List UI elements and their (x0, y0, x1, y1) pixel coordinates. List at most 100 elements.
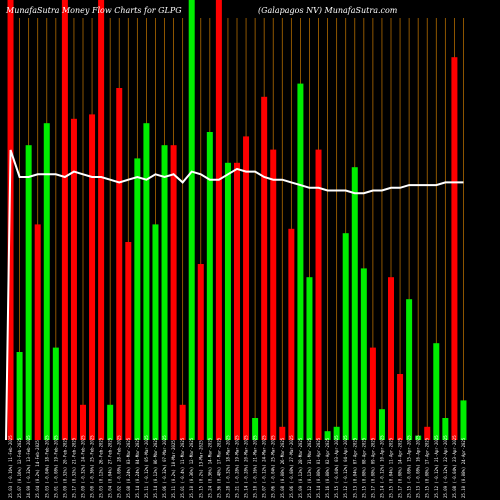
tick-label-31: 25.08 (0.08%) 26-Mar-2025 (280, 437, 285, 498)
tick-label-26: 25.21 (-0.28%) 19-Mar-2025 (235, 435, 240, 498)
bar-15 (134, 158, 141, 440)
bar-22 (197, 264, 204, 440)
bar-41 (369, 347, 376, 440)
bar-35 (315, 149, 322, 440)
bar-42 (378, 409, 385, 440)
tick-label-44: 25.17 (0.08%) 14-Apr-2025 (398, 437, 403, 498)
bar-38 (342, 233, 349, 440)
tick-label-21: 25.10 (0.36%) 12-Mar-2025 (189, 437, 194, 498)
tick-label-22: 25.15 (0.2%) 13-Mar-2025 (198, 440, 203, 498)
tick-label-42: 25.14 (-0.12%) 10-Apr-2025 (379, 435, 384, 498)
bar-27 (243, 136, 250, 440)
tick-label-14: 25.08 (0.24%) 03-Mar-2025 (126, 437, 131, 498)
bar-25 (224, 162, 231, 441)
tick-label-18: 25.06 (-0.32%) 07-Mar-2025 (162, 435, 167, 498)
tick-label-50: 25.08 (-0.04%) 23-Apr-2025 (452, 435, 457, 498)
bar-23 (206, 132, 213, 440)
tick-label-29: 25.07 (-0.12%) 24-Mar-2025 (262, 435, 267, 498)
bar-17 (152, 224, 159, 440)
tick-label-36: 25.16 (0.08%) 02-Apr-2025 (325, 437, 330, 498)
bar-18 (161, 145, 168, 440)
tick-label-8: 25.17 (0.32%) 21-Feb-2025 (71, 437, 76, 498)
tick-label-28: 25.10 (-0.16%) 21-Mar-2025 (253, 435, 258, 498)
bar-40 (360, 268, 367, 440)
bar-32 (288, 228, 295, 440)
bar-6 (52, 347, 59, 440)
tick-label-3: 24.99 (-0.32%) 13-Feb-2025 (26, 435, 31, 498)
tick-label-45: 25.15 (-0.08%) 15-Apr-2025 (407, 435, 412, 498)
tick-label-49: 25.09 (-0.12%) 22-Apr-2025 (443, 435, 448, 498)
chart-title: MunafaSutra Money Flow Charts for GLPG (5, 6, 182, 15)
bar-39 (351, 167, 358, 440)
tick-label-6: 25.01 (-0.08%) 19-Feb-2025 (53, 435, 58, 498)
bar-33 (297, 83, 304, 440)
tick-label-12: 25.04 (0.04%) 27-Feb-2025 (108, 437, 113, 498)
bar-3 (25, 145, 32, 440)
bar-20 (179, 404, 186, 440)
bar-37 (333, 426, 340, 440)
tick-label-38: 25.12 (-0.12%) 04-Apr-2025 (343, 435, 348, 498)
bar-5 (43, 123, 50, 440)
bar-47 (424, 426, 431, 440)
bar-34 (306, 277, 313, 440)
bar-7 (61, 0, 68, 440)
line-series (5, 149, 464, 441)
tick-label-27: 25.14 (-0.28%) 20-Mar-2025 (244, 435, 249, 498)
chart-subtitle: (Galapagos NV) MunafaSutra.com (258, 6, 398, 15)
bar-13 (116, 88, 123, 440)
tick-label-24: 25.36 (0.48%) 17-Mar-2025 (216, 437, 221, 498)
tick-label-48: 25.12 (-0.12%) 21-Apr-2025 (434, 435, 439, 498)
bar-48 (433, 343, 440, 440)
tick-label-11: 25.03 (0.12%) 26-Feb-2025 (99, 437, 104, 498)
bar-9 (80, 404, 86, 440)
bar-43 (388, 277, 394, 440)
tick-label-2: 25.07 (0.16%) 12-Feb-2025 (17, 437, 22, 498)
bar-19 (170, 145, 177, 440)
tick-label-23: 25.24 (0.36%) 14-Mar-2025 (207, 437, 212, 498)
bar-series (7, 0, 467, 441)
tick-label-47: 25.15 (0.08%) 17-Apr-2025 (425, 437, 430, 498)
bar-10 (89, 114, 96, 441)
tick-label-4: 25.04 (0.2%) 14-Feb-2025 (35, 440, 40, 498)
bar-51 (460, 400, 467, 440)
bar-2 (16, 352, 23, 440)
tick-label-16: 25.11 (-0.12%) 05-Mar-2025 (144, 435, 149, 498)
money-flow-line (5, 149, 464, 441)
tick-label-40: 25.15 (0.08%) 08-Apr-2025 (361, 437, 366, 498)
bar-30 (270, 149, 277, 440)
tick-label-5: 25.03 (-0.04%) 18-Feb-2025 (44, 435, 49, 498)
bar-31 (279, 426, 286, 440)
tick-label-17: 25.14 (0.12%) 06-Mar-2025 (153, 437, 158, 498)
bar-1 (7, 0, 14, 440)
tick-label-32: 25.06 (-0.08%) 27-Mar-2025 (289, 435, 294, 498)
tick-label-34: 25.12 (0.12%) 31-Mar-2025 (307, 437, 312, 498)
tick-label-35: 25.14 (0.08%) 01-Apr-2025 (316, 437, 321, 498)
bar-24 (215, 0, 222, 440)
tick-label-1: 25.03 (-0.16%) 11-Feb-2025 (8, 435, 13, 498)
bar-28 (252, 418, 259, 440)
bar-4 (34, 224, 41, 440)
tick-label-39: 25.13 (0.04%) 07-Apr-2025 (352, 437, 357, 498)
tick-label-9: 25.09 (-0.32%) 24-Feb-2025 (81, 435, 86, 498)
tick-label-13: 25.02 (-0.08%) 28-Feb-2025 (117, 435, 122, 498)
bar-26 (234, 162, 240, 441)
bar-8 (70, 118, 77, 441)
tick-label-7: 25.09 (0.32%) 20-Feb-2025 (62, 437, 67, 498)
bar-49 (442, 418, 449, 440)
tick-label-10: 25.00 (-0.36%) 25-Feb-2025 (90, 435, 95, 498)
tick-label-30: 25.06 (-0.04%) 25-Mar-2025 (271, 435, 276, 498)
bar-50 (451, 57, 458, 440)
bar-44 (397, 374, 404, 440)
tick-label-51: 25.10 (0.08%) 24-Apr-2025 (461, 437, 466, 498)
bar-29 (261, 96, 268, 441)
x-tick-labels: 25.03 (-0.16%) 11-Feb-2025 25.07 (0.16%) … (8, 435, 466, 498)
tick-label-43: 25.15 (0.04%) 11-Apr-2025 (389, 437, 394, 498)
bar-12 (107, 404, 114, 440)
tick-label-41: 25.17 (0.08%) 09-Apr-2025 (370, 437, 375, 498)
tick-label-46: 25.13 (-0.08%) 16-Apr-2025 (416, 435, 421, 498)
tick-label-19: 25.11 (0.2%) 10-Mar-2025 (171, 440, 176, 498)
tick-label-15: 25.14 (0.24%) 04-Mar-2025 (135, 437, 140, 498)
bar-45 (406, 299, 413, 440)
bar-46 (415, 435, 422, 440)
